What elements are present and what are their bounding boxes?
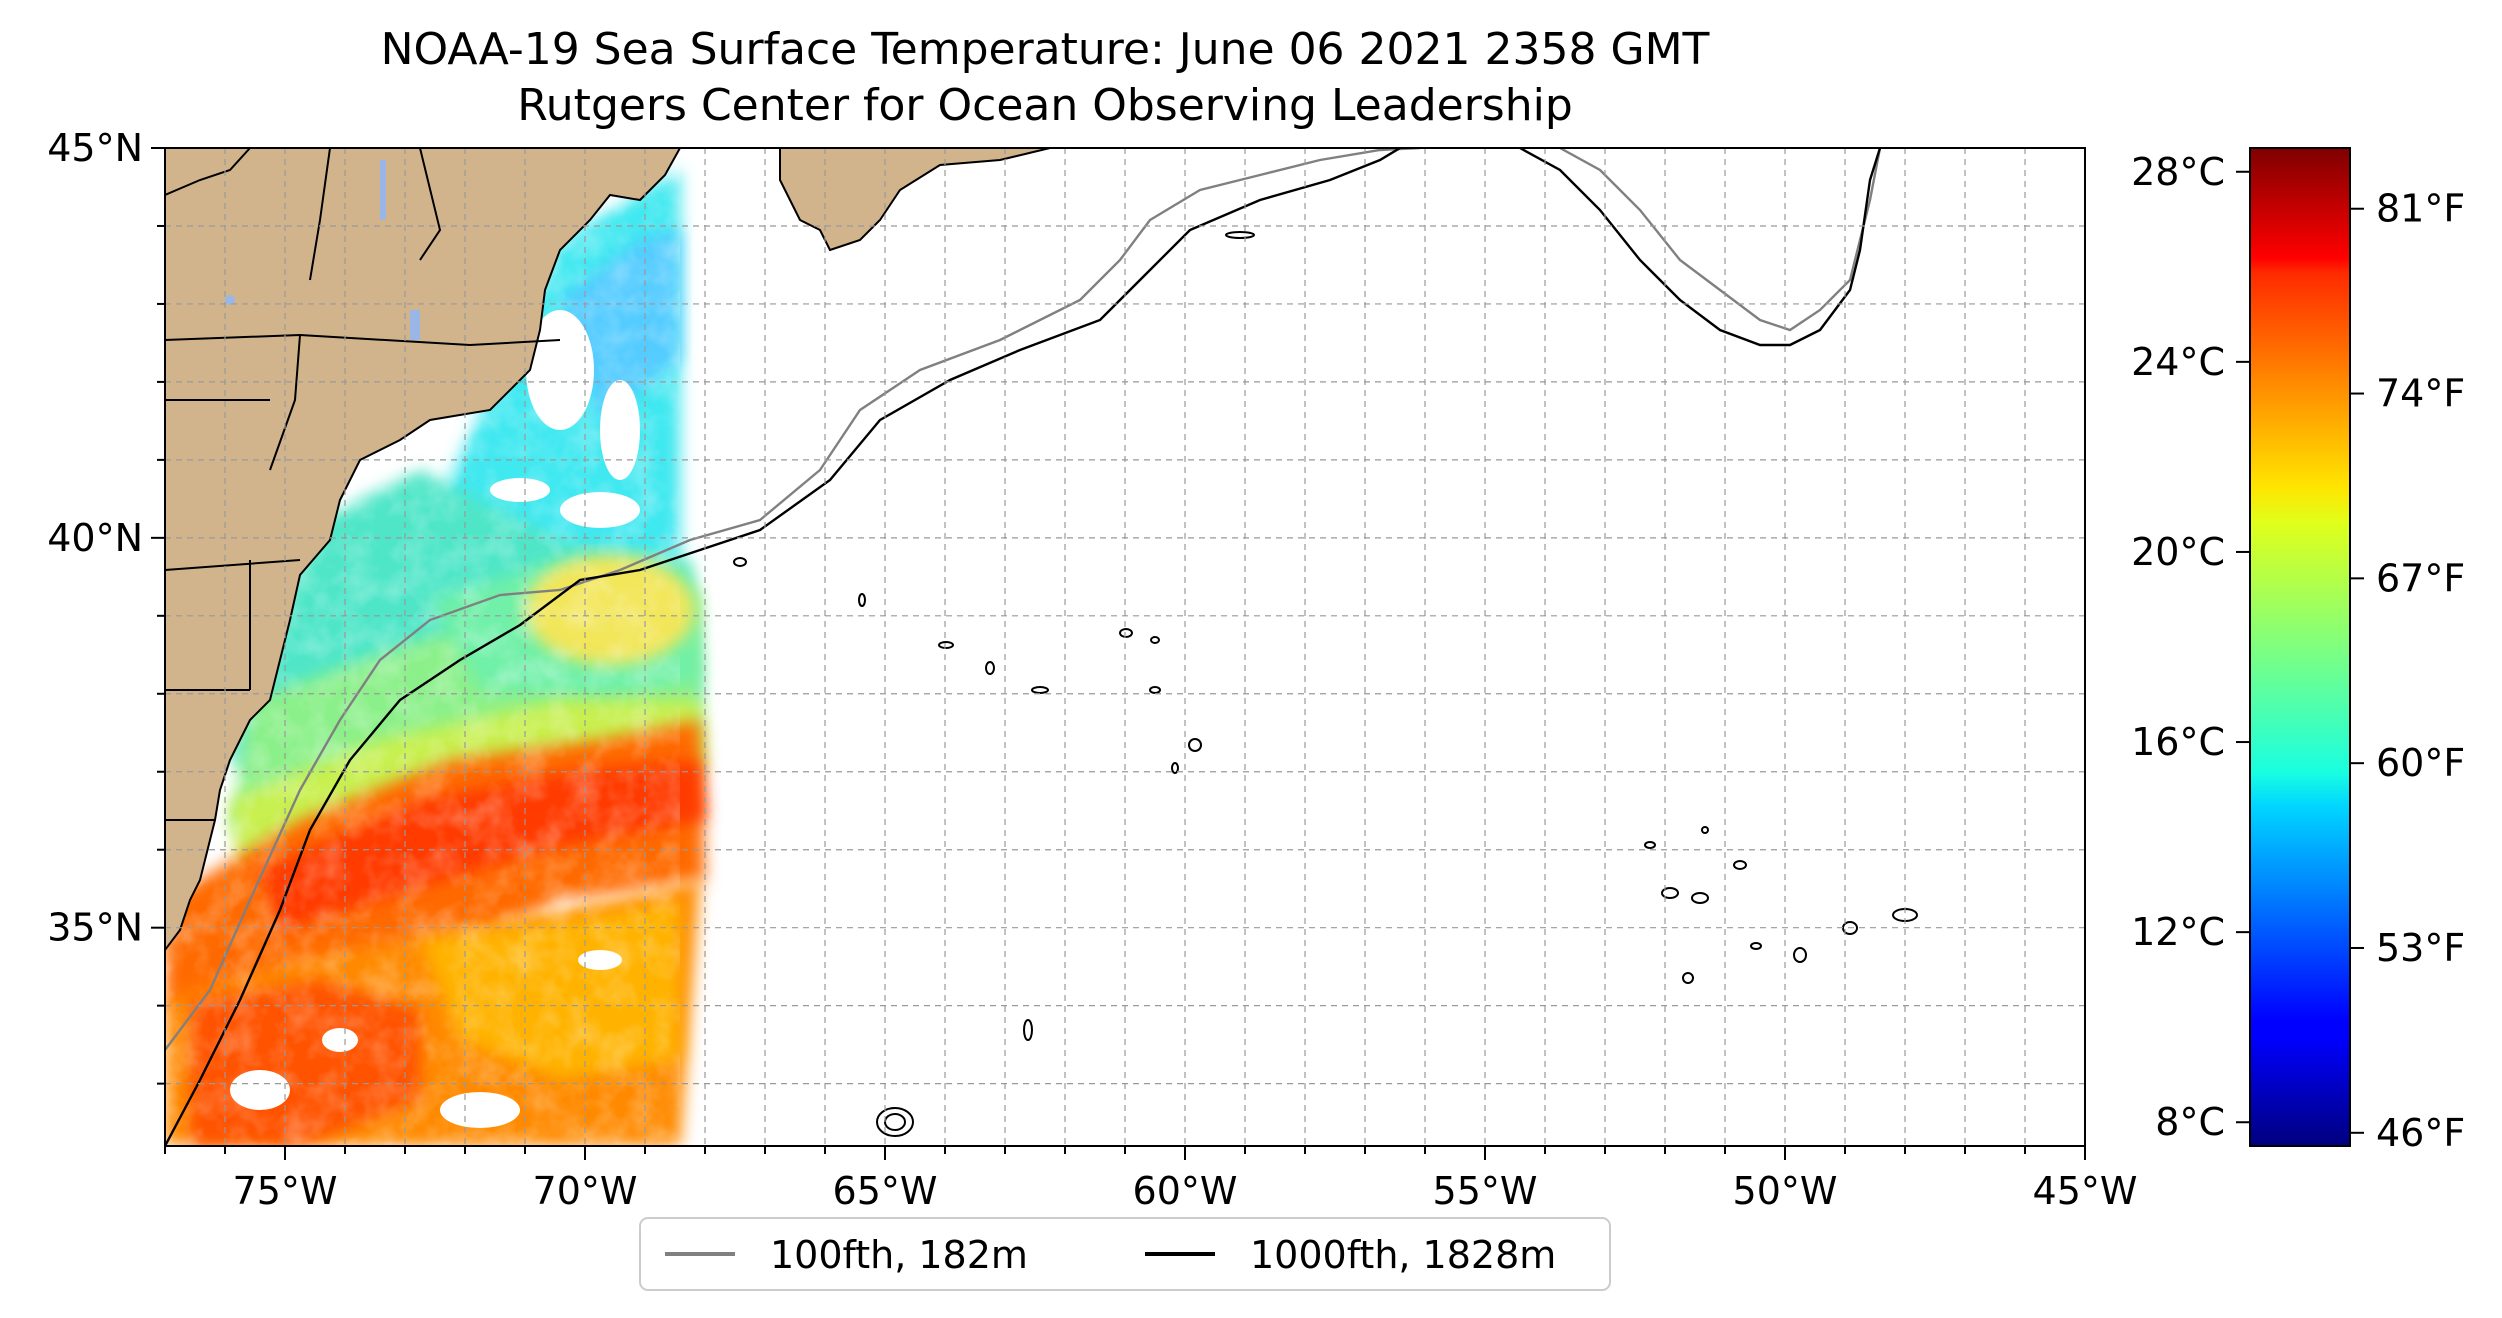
map-content <box>165 148 2085 1146</box>
colorbar-celsius-axis: 8°C 12°C 16°C 20°C 24°C 28°C <box>2131 150 2250 1144</box>
land-nova-scotia <box>779 148 1051 252</box>
state-borders <box>165 148 561 821</box>
x-tick-label: 45°W <box>2033 1169 2138 1213</box>
x-tick-label: 75°W <box>233 1169 338 1213</box>
legend: 100fth, 182m 1000fth, 1828m <box>639 1217 1611 1291</box>
colorbar-label-f: 74°F <box>2376 372 2465 416</box>
colorbar-label-f: 67°F <box>2376 556 2465 600</box>
colorbar-fahrenheit-axis: 46°F 53°F 60°F 67°F 74°F 81°F <box>2350 187 2465 1155</box>
x-axis: 75°W 70°W 65°W 60°W 55°W 50°W 45°W <box>164 1146 2138 1213</box>
y-tick-label: 45°N <box>47 126 143 170</box>
colorbar-label-c: 24°C <box>2131 340 2225 384</box>
chart-subtitle: Rutgers Center for Ocean Observing Leade… <box>517 80 1573 131</box>
legend-box <box>639 1217 1611 1291</box>
contour-1000fth <box>165 148 1882 1146</box>
colorbar-label-c: 20°C <box>2131 530 2225 574</box>
y-tick-label: 40°N <box>47 516 143 560</box>
colorbar-label-c: 16°C <box>2131 720 2225 764</box>
colorbar-label-c: 28°C <box>2131 150 2225 194</box>
chart-title: NOAA-19 Sea Surface Temperature: June 06… <box>380 24 1710 75</box>
lakes <box>225 160 420 340</box>
legend-label-100fth: 100fth, 182m <box>770 1233 1028 1277</box>
colorbar-label-f: 53°F <box>2376 926 2465 970</box>
land-us-east-coast <box>165 148 682 952</box>
x-tick-label: 60°W <box>1133 1169 1238 1213</box>
x-tick-label: 55°W <box>1433 1169 1538 1213</box>
colorbar-label-f: 46°F <box>2376 1111 2465 1155</box>
gridlines <box>165 148 2085 1146</box>
colorbar-label-c: 8°C <box>2155 1100 2225 1144</box>
colorbar-label-c: 12°C <box>2131 910 2225 954</box>
x-tick-label: 65°W <box>833 1169 938 1213</box>
x-tick-label: 70°W <box>533 1169 638 1213</box>
y-axis: 35°N 40°N 45°N <box>47 126 165 1085</box>
colorbar-label-f: 81°F <box>2376 187 2465 231</box>
colorbar <box>2249 147 2351 1147</box>
legend-label-1000fth: 1000fth, 1828m <box>1250 1233 1556 1277</box>
colorbar-label-f: 60°F <box>2376 741 2465 785</box>
x-tick-label: 50°W <box>1733 1169 1838 1213</box>
y-tick-label: 35°N <box>47 906 143 950</box>
